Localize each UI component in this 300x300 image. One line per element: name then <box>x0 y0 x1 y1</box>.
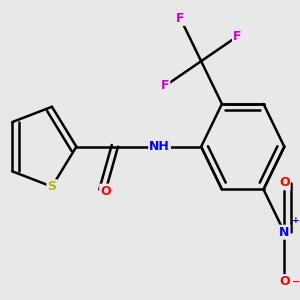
Text: F: F <box>233 30 242 43</box>
Text: O: O <box>279 176 290 189</box>
Text: NH: NH <box>149 140 170 153</box>
Text: −: − <box>292 277 300 286</box>
Text: S: S <box>47 180 56 193</box>
Text: O: O <box>279 275 290 288</box>
Text: +: + <box>292 216 299 225</box>
Text: F: F <box>161 80 170 92</box>
Text: F: F <box>176 12 184 25</box>
Text: O: O <box>100 184 111 198</box>
Text: N: N <box>279 226 290 239</box>
